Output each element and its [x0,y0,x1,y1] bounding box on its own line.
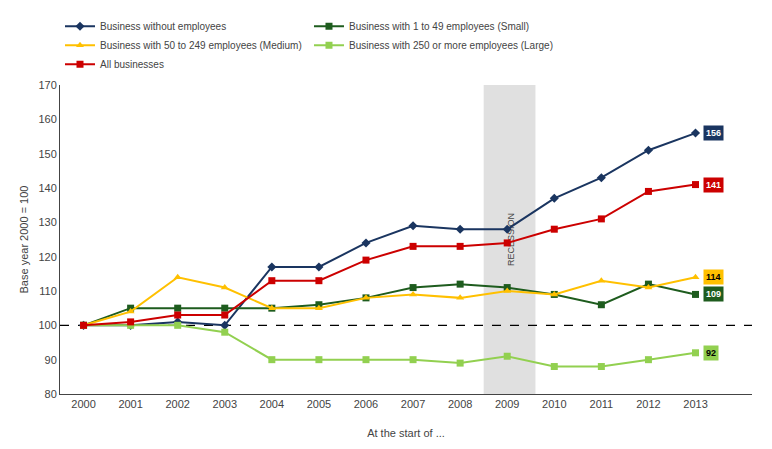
svg-text:Business with 50 to 249 employ: Business with 50 to 249 employees (Mediu… [100,40,302,51]
svg-text:2009: 2009 [495,398,519,410]
svg-text:2004: 2004 [260,398,284,410]
svg-text:RECESSION: RECESSION [506,213,516,266]
svg-text:2007: 2007 [401,398,425,410]
svg-text:160: 160 [38,113,56,125]
svg-text:109: 109 [706,289,721,299]
svg-text:114: 114 [706,272,721,282]
svg-text:2001: 2001 [118,398,142,410]
svg-text:At the start of ...: At the start of ... [367,427,445,439]
svg-text:2002: 2002 [165,398,189,410]
svg-text:110: 110 [39,285,57,297]
svg-text:All businesses: All businesses [100,59,164,70]
svg-text:170: 170 [38,79,56,91]
svg-text:2008: 2008 [448,398,472,410]
svg-text:Base year 2000 = 100: Base year 2000 = 100 [18,186,30,294]
svg-text:2003: 2003 [213,398,237,410]
svg-text:2011: 2011 [590,398,614,410]
svg-text:2005: 2005 [307,398,331,410]
svg-text:2000: 2000 [71,398,95,410]
svg-text:150: 150 [38,148,56,160]
svg-text:140: 140 [38,182,56,194]
svg-text:92: 92 [706,348,716,358]
svg-text:141: 141 [706,180,721,190]
svg-text:Business without employees: Business without employees [100,21,226,32]
svg-text:2006: 2006 [354,398,378,410]
svg-text:Business with 250 or more empl: Business with 250 or more employees (Lar… [349,40,553,51]
svg-text:2012: 2012 [636,398,660,410]
svg-text:130: 130 [38,216,56,228]
svg-text:120: 120 [38,251,56,263]
svg-text:90: 90 [45,354,57,366]
svg-text:156: 156 [706,128,721,138]
svg-text:Business with 1 to 49 employee: Business with 1 to 49 employees (Small) [349,21,529,32]
svg-text:2013: 2013 [683,398,707,410]
svg-text:100: 100 [38,319,56,331]
svg-text:80: 80 [45,388,57,400]
svg-text:2010: 2010 [542,398,566,410]
